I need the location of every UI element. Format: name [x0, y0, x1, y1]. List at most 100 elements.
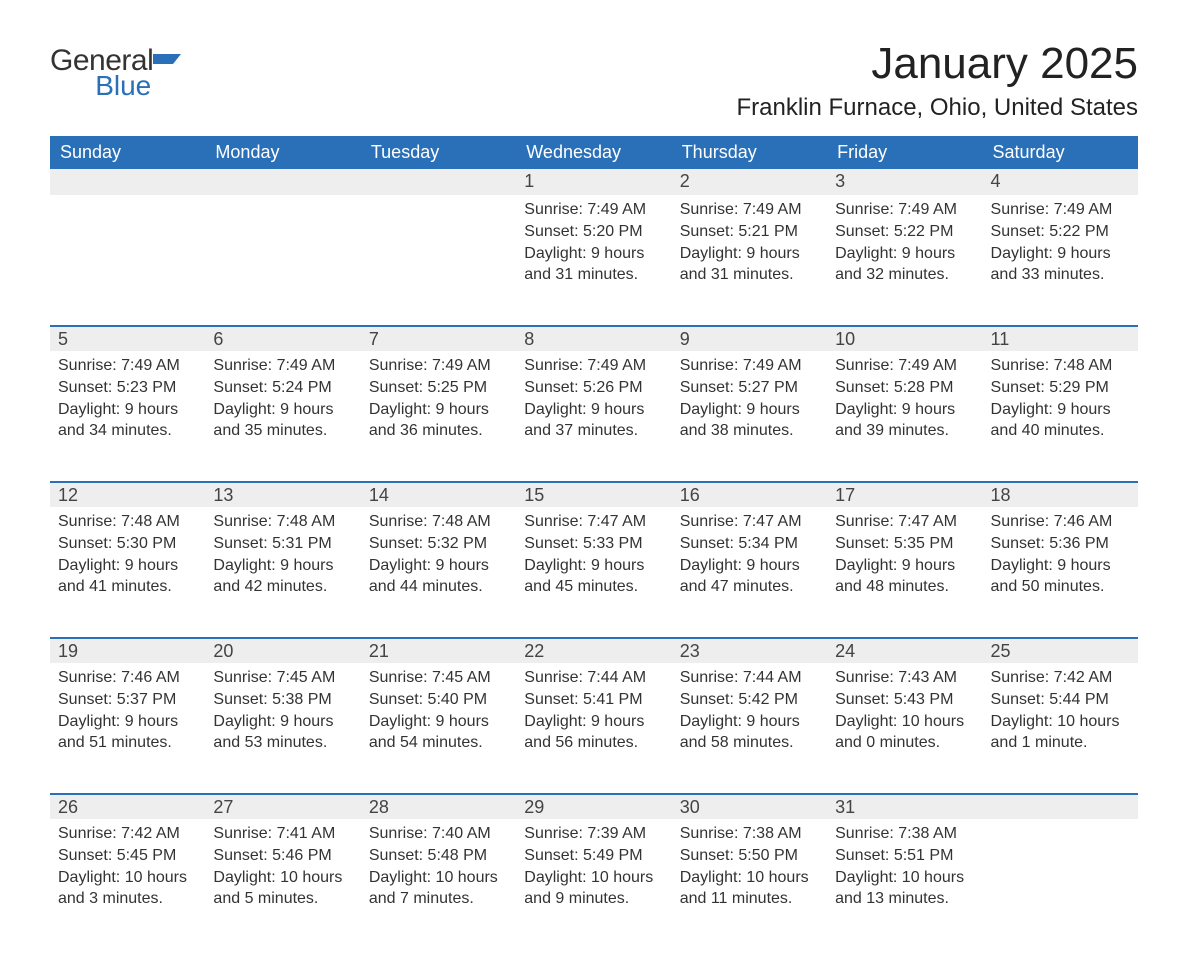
week-body-row: Sunrise: 7:49 AMSunset: 5:23 PMDaylight:… [50, 351, 1138, 481]
day-number: 19 [50, 637, 205, 663]
day-number: 11 [983, 325, 1138, 351]
day-cell: Sunrise: 7:48 AMSunset: 5:32 PMDaylight:… [361, 507, 516, 637]
day-body: Sunrise: 7:49 AMSunset: 5:22 PMDaylight:… [827, 195, 982, 299]
day-number: 9 [672, 325, 827, 351]
week-number-row: 262728293031 [50, 793, 1138, 819]
day-number: 14 [361, 481, 516, 507]
day-body: Sunrise: 7:46 AMSunset: 5:37 PMDaylight:… [50, 663, 205, 767]
day-body: Sunrise: 7:48 AMSunset: 5:32 PMDaylight:… [361, 507, 516, 611]
day-body: Sunrise: 7:38 AMSunset: 5:51 PMDaylight:… [827, 819, 982, 923]
week-number-row: 567891011 [50, 325, 1138, 351]
day-cell [205, 195, 360, 325]
day-cell: Sunrise: 7:46 AMSunset: 5:37 PMDaylight:… [50, 663, 205, 793]
day-cell: Sunrise: 7:49 AMSunset: 5:21 PMDaylight:… [672, 195, 827, 325]
header: General Blue January 2025 Franklin Furna… [50, 40, 1138, 122]
day-body: Sunrise: 7:44 AMSunset: 5:42 PMDaylight:… [672, 663, 827, 767]
day-body: Sunrise: 7:49 AMSunset: 5:26 PMDaylight:… [516, 351, 671, 455]
day-cell: Sunrise: 7:49 AMSunset: 5:20 PMDaylight:… [516, 195, 671, 325]
day-number: 7 [361, 325, 516, 351]
logo: General Blue [50, 40, 189, 100]
day-number: 18 [983, 481, 1138, 507]
day-number: 21 [361, 637, 516, 663]
day-number: 2 [672, 169, 827, 195]
calendar-table: SundayMondayTuesdayWednesdayThursdayFrid… [50, 136, 1138, 949]
day-cell: Sunrise: 7:38 AMSunset: 5:51 PMDaylight:… [827, 819, 982, 949]
day-number: 22 [516, 637, 671, 663]
day-cell: Sunrise: 7:49 AMSunset: 5:27 PMDaylight:… [672, 351, 827, 481]
day-cell: Sunrise: 7:38 AMSunset: 5:50 PMDaylight:… [672, 819, 827, 949]
weekday-header: Saturday [983, 136, 1138, 169]
week-number-row: 1234 [50, 169, 1138, 195]
calendar-body: 1234Sunrise: 7:49 AMSunset: 5:20 PMDayli… [50, 169, 1138, 949]
day-body: Sunrise: 7:48 AMSunset: 5:31 PMDaylight:… [205, 507, 360, 611]
day-number: 15 [516, 481, 671, 507]
day-cell: Sunrise: 7:49 AMSunset: 5:25 PMDaylight:… [361, 351, 516, 481]
day-number-empty [205, 169, 360, 195]
day-cell: Sunrise: 7:43 AMSunset: 5:43 PMDaylight:… [827, 663, 982, 793]
week-number-row: 12131415161718 [50, 481, 1138, 507]
day-cell: Sunrise: 7:49 AMSunset: 5:24 PMDaylight:… [205, 351, 360, 481]
day-cell [983, 819, 1138, 949]
week-body-row: Sunrise: 7:42 AMSunset: 5:45 PMDaylight:… [50, 819, 1138, 949]
weekday-header: Wednesday [516, 136, 671, 169]
day-body: Sunrise: 7:46 AMSunset: 5:36 PMDaylight:… [983, 507, 1138, 611]
day-number: 20 [205, 637, 360, 663]
day-cell: Sunrise: 7:44 AMSunset: 5:42 PMDaylight:… [672, 663, 827, 793]
weekday-header: Sunday [50, 136, 205, 169]
day-cell: Sunrise: 7:48 AMSunset: 5:31 PMDaylight:… [205, 507, 360, 637]
day-body: Sunrise: 7:42 AMSunset: 5:44 PMDaylight:… [983, 663, 1138, 767]
day-body: Sunrise: 7:44 AMSunset: 5:41 PMDaylight:… [516, 663, 671, 767]
day-body [205, 195, 360, 213]
title-block: January 2025 Franklin Furnace, Ohio, Uni… [736, 40, 1138, 122]
logo-flag-icon [153, 50, 189, 79]
day-number: 4 [983, 169, 1138, 195]
day-cell: Sunrise: 7:49 AMSunset: 5:22 PMDaylight:… [983, 195, 1138, 325]
day-body: Sunrise: 7:42 AMSunset: 5:45 PMDaylight:… [50, 819, 205, 923]
day-cell [361, 195, 516, 325]
day-number-empty [50, 169, 205, 195]
day-number: 17 [827, 481, 982, 507]
day-cell: Sunrise: 7:41 AMSunset: 5:46 PMDaylight:… [205, 819, 360, 949]
day-number-empty [361, 169, 516, 195]
day-number: 25 [983, 637, 1138, 663]
weekday-header: Monday [205, 136, 360, 169]
month-title: January 2025 [736, 40, 1138, 88]
day-body: Sunrise: 7:41 AMSunset: 5:46 PMDaylight:… [205, 819, 360, 923]
day-body: Sunrise: 7:47 AMSunset: 5:34 PMDaylight:… [672, 507, 827, 611]
day-number: 23 [672, 637, 827, 663]
weekday-header: Tuesday [361, 136, 516, 169]
day-number: 12 [50, 481, 205, 507]
day-body: Sunrise: 7:49 AMSunset: 5:24 PMDaylight:… [205, 351, 360, 455]
day-number: 30 [672, 793, 827, 819]
day-cell: Sunrise: 7:49 AMSunset: 5:23 PMDaylight:… [50, 351, 205, 481]
day-body: Sunrise: 7:47 AMSunset: 5:35 PMDaylight:… [827, 507, 982, 611]
day-cell: Sunrise: 7:49 AMSunset: 5:28 PMDaylight:… [827, 351, 982, 481]
logo-text: General Blue [50, 46, 153, 100]
day-body: Sunrise: 7:49 AMSunset: 5:23 PMDaylight:… [50, 351, 205, 455]
day-number-empty [983, 793, 1138, 819]
week-number-row: 19202122232425 [50, 637, 1138, 663]
day-cell: Sunrise: 7:45 AMSunset: 5:40 PMDaylight:… [361, 663, 516, 793]
day-body: Sunrise: 7:49 AMSunset: 5:21 PMDaylight:… [672, 195, 827, 299]
day-body: Sunrise: 7:43 AMSunset: 5:43 PMDaylight:… [827, 663, 982, 767]
day-body: Sunrise: 7:40 AMSunset: 5:48 PMDaylight:… [361, 819, 516, 923]
day-number: 24 [827, 637, 982, 663]
logo-word-blue: Blue [50, 72, 153, 100]
day-number: 3 [827, 169, 982, 195]
day-cell: Sunrise: 7:47 AMSunset: 5:34 PMDaylight:… [672, 507, 827, 637]
week-body-row: Sunrise: 7:48 AMSunset: 5:30 PMDaylight:… [50, 507, 1138, 637]
day-body: Sunrise: 7:49 AMSunset: 5:28 PMDaylight:… [827, 351, 982, 455]
day-number: 31 [827, 793, 982, 819]
day-number: 10 [827, 325, 982, 351]
day-body: Sunrise: 7:38 AMSunset: 5:50 PMDaylight:… [672, 819, 827, 923]
day-body: Sunrise: 7:48 AMSunset: 5:30 PMDaylight:… [50, 507, 205, 611]
day-body [50, 195, 205, 213]
weekday-header: Friday [827, 136, 982, 169]
day-number: 13 [205, 481, 360, 507]
day-number: 16 [672, 481, 827, 507]
day-number: 1 [516, 169, 671, 195]
day-cell: Sunrise: 7:49 AMSunset: 5:26 PMDaylight:… [516, 351, 671, 481]
day-number: 8 [516, 325, 671, 351]
weekday-header: Thursday [672, 136, 827, 169]
day-body [361, 195, 516, 213]
